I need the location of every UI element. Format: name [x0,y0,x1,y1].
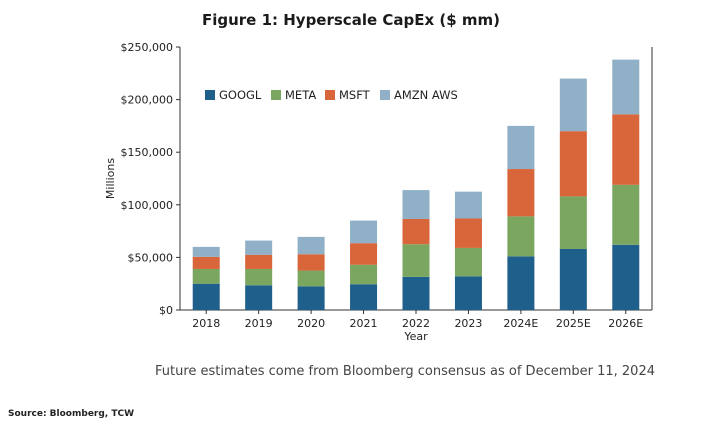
bar-googl [402,276,430,310]
y-tick-label: $50,000 [128,251,174,264]
footnote: Future estimates come from Bloomberg con… [154,364,655,379]
legend-label: MSFT [339,88,371,102]
x-tick-label: 2020 [297,317,325,330]
bar-msft [350,243,378,265]
bar-meta [192,268,220,284]
bar-meta [507,216,535,257]
axes: $0 $50,000 $100,000 $150,000 $200,000 $250,00… [121,41,653,330]
y-tick-label: $250,000 [121,41,174,54]
bar-amzn-aws [245,240,273,255]
bar-meta [612,184,640,245]
legend-swatch [205,90,215,100]
bar-msft [454,218,482,248]
bar-msft [192,256,220,269]
bar-googl [507,256,535,310]
bar-msft [245,254,273,269]
x-tick-label: 2018 [192,317,220,330]
legend-swatch [380,90,390,100]
bar-googl [559,248,587,310]
bar-msft [297,254,325,271]
bar-amzn-aws [559,78,587,132]
y-tick-label: $0 [159,304,173,317]
bar-meta [297,270,325,287]
x-tick-label: 2021 [350,317,378,330]
bar-msft [402,219,430,245]
legend-swatch [271,90,281,100]
x-axis-label: Year [403,330,428,343]
y-tick-label: $150,000 [121,146,174,159]
bar-msft [507,169,535,217]
bar-googl [192,283,220,310]
bar-amzn-aws [297,236,325,255]
legend-swatch [325,90,335,100]
x-tick-label: 2024E [503,317,538,330]
axis-labels: Year Millions [104,158,428,343]
legend-label: META [285,88,316,102]
bar-googl [350,284,378,310]
bar-meta [245,268,273,286]
x-tick-label: 2023 [454,317,482,330]
legend: GOOGL META MSFT AMZN AWS [205,88,458,102]
x-tick-label: 2022 [402,317,430,330]
bar-msft [612,114,640,185]
legend-label: GOOGL [219,88,262,102]
bar-amzn-aws [192,246,220,257]
bar-amzn-aws [507,125,535,170]
bar-amzn-aws [350,220,378,244]
x-tick-label: 2025E [556,317,591,330]
bar-meta [402,244,430,277]
y-tick-label: $200,000 [121,94,174,107]
y-tick-label: $100,000 [121,199,174,212]
bar-meta [454,247,482,277]
y-axis-label: Millions [104,158,117,199]
bar-msft [559,131,587,197]
bar-meta [559,196,587,249]
bar-amzn-aws [402,190,430,220]
chart-title: Figure 1: Hyperscale CapEx ($ mm) [201,11,500,29]
bar-googl [245,285,273,310]
x-tick-label: 2026E [608,317,643,330]
x-tick-label: 2019 [245,317,273,330]
source-note: Source: Bloomberg, TCW [8,409,135,419]
bar-amzn-aws [612,59,640,115]
legend-label: AMZN AWS [394,88,458,102]
bar-googl [612,244,640,310]
bar-googl [297,286,325,310]
bar-amzn-aws [454,191,482,219]
bars [192,59,640,310]
bar-googl [454,276,482,310]
bar-meta [350,264,378,285]
